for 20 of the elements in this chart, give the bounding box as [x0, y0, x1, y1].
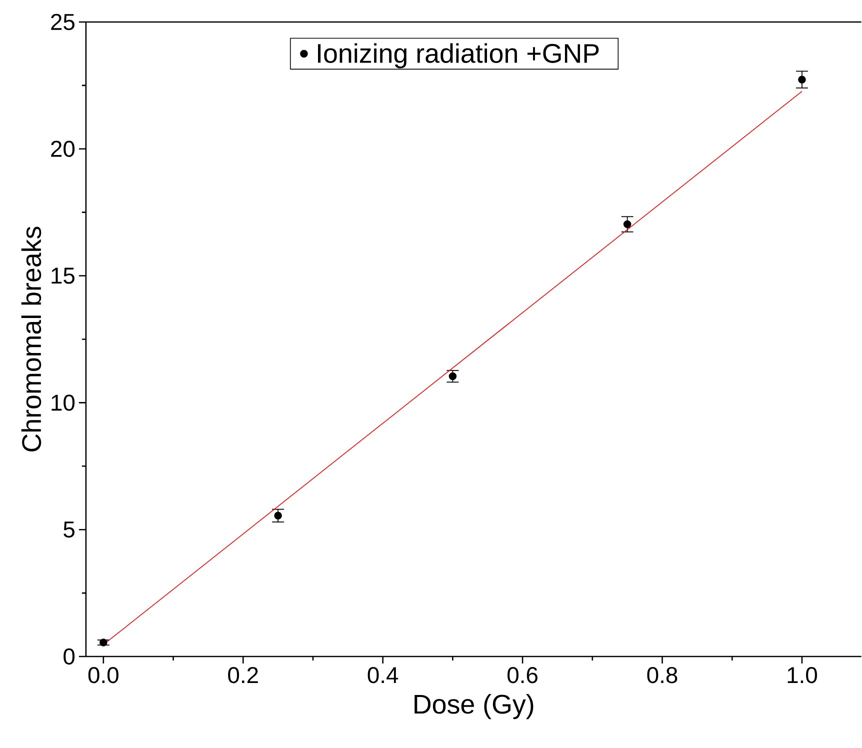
x-tick-label: 1.0 — [788, 666, 818, 684]
x-tick-label: 0.4 — [368, 666, 398, 684]
y-tick-label: 25 — [51, 14, 74, 30]
legend-label: Ionizing radiation +GNP — [318, 43, 599, 68]
y-tick-label: 10 — [52, 394, 75, 411]
y-tick-label: 20 — [51, 140, 75, 157]
y-tick-label: 5 — [64, 521, 74, 538]
y-tick-label: 0 — [64, 648, 75, 664]
point — [448, 372, 457, 380]
y-tick-label: 15 — [52, 268, 74, 284]
x-axis-title: Dose (Gy) — [414, 694, 534, 719]
point — [623, 220, 632, 228]
x-tick-label: 0.2 — [228, 666, 258, 684]
x-tick-label: 0.8 — [647, 666, 678, 684]
x-tick-label: 0.6 — [508, 666, 538, 684]
point — [100, 638, 108, 646]
point — [274, 512, 282, 520]
point — [798, 76, 806, 84]
y-axis-title: Chromomal breaks — [21, 226, 42, 452]
x-tick-label: 0.0 — [88, 666, 118, 684]
